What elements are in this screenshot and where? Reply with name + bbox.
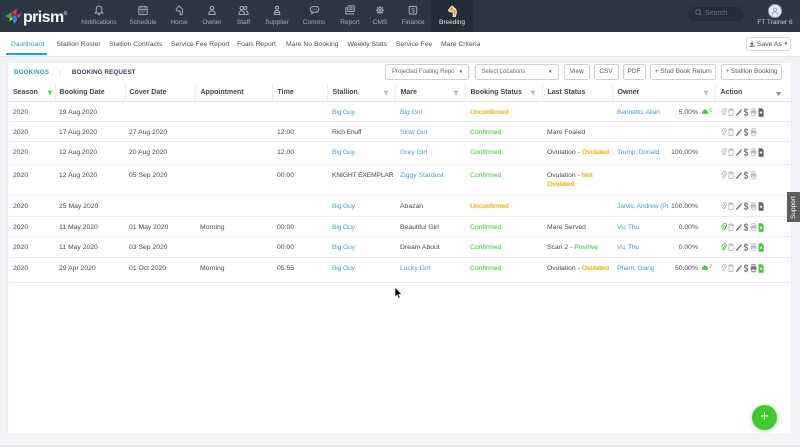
svg-text:$: $ bbox=[411, 7, 415, 14]
